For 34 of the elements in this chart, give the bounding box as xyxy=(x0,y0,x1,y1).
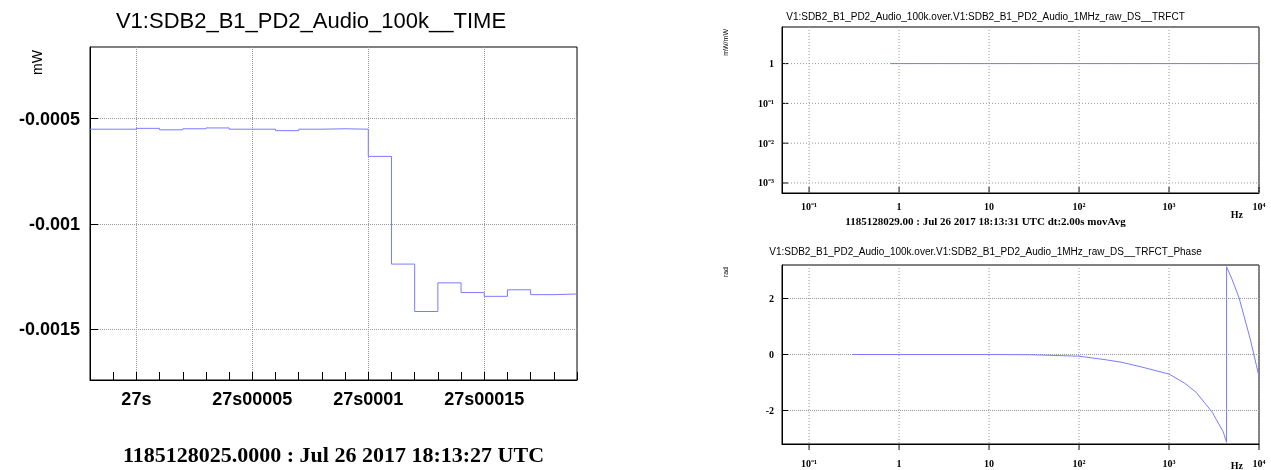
x-tick-label: 10³ xyxy=(1162,200,1176,212)
x-tick-label: 10 xyxy=(984,457,995,469)
x-tick-label: 10⁻¹ xyxy=(801,200,818,212)
x-axis-title: Hz xyxy=(1230,208,1244,220)
chart-title: V1:SDB2_B1_PD2_Audio_100k__TIME xyxy=(115,7,507,33)
y-tick-label: 10⁻¹ xyxy=(758,97,774,109)
x-tick-label: 10² xyxy=(1072,200,1086,212)
x-tick-label: 10³ xyxy=(1162,457,1176,469)
y-tick-label: -0.001 xyxy=(28,214,80,235)
x-tick-label: 10² xyxy=(1072,457,1086,469)
x-tick-label: 27s00005 xyxy=(212,389,293,409)
y-tick-label: -2 xyxy=(765,404,774,416)
x-axis-title: Hz xyxy=(1230,459,1244,470)
x-tick-label: 1 xyxy=(896,200,902,212)
x-tick-label: 10 xyxy=(984,200,995,212)
y-tick-label: 1 xyxy=(769,58,774,70)
y-tick-label: 10⁻³ xyxy=(758,177,774,189)
chart-title: V1:SDB2_B1_PD2_Audio_100k.over.V1:SDB2_B1_PD2_Audio_1MHz_raw_DS__TRFCT xyxy=(786,10,1185,22)
x-tick-label: 10⁴ xyxy=(1252,200,1266,212)
x-tick-label: 27s xyxy=(121,389,152,409)
y-tick-label: -0.0005 xyxy=(18,108,80,129)
y-tick-label: 2 xyxy=(769,293,774,305)
x-tick-label: 10⁴ xyxy=(1252,457,1266,469)
y-tick-label: -0.0015 xyxy=(18,319,80,340)
chart-title: V1:SDB2_B1_PD2_Audio_100k.over.V1:SDB2_B1_PD2_Audio_1MHz_raw_DS__TRFCT_Phase xyxy=(769,245,1203,257)
x-tick-label: 1 xyxy=(896,457,902,469)
x-axis-title: 1185128025.0000 : Jul 26 2017 18:13:27 UTC xyxy=(122,441,545,467)
text: 1185128029.00 : Jul 26 2017 18:13:31 UTC dt:2.00s movAvg xyxy=(845,214,1127,227)
x-tick-label: 27s00015 xyxy=(444,389,525,409)
y-tick-label: 10⁻² xyxy=(758,137,774,149)
x-tick-label: 27s0001 xyxy=(333,389,404,409)
y-tick-label: 0 xyxy=(769,349,774,360)
x-tick-label: 10⁻¹ xyxy=(801,457,818,469)
y-axis-title: mW xyxy=(29,49,45,75)
